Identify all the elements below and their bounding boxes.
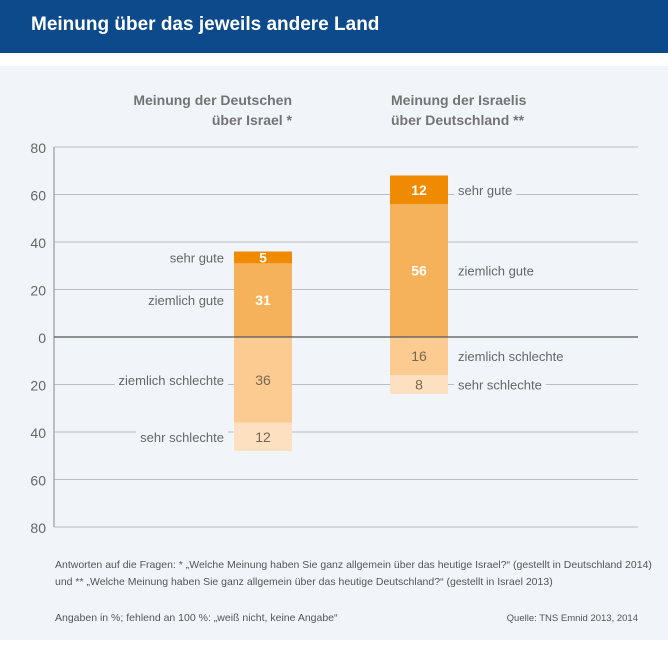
data-label: 16 — [411, 348, 427, 364]
segment-category-label: sehr schlechte — [458, 378, 542, 393]
data-label: 12 — [255, 429, 271, 445]
y-tick-label: 40 — [30, 425, 46, 441]
bar-segment-ziemlich-gute — [390, 204, 448, 337]
segment-category-label: sehr gute — [458, 183, 512, 198]
label-background — [136, 427, 228, 446]
label-background — [114, 370, 228, 389]
y-tick-label: 80 — [30, 520, 46, 536]
footnote-line-2: und ** „Welche Meinung haben Sie ganz al… — [55, 576, 553, 588]
label-background — [454, 347, 568, 365]
column-title-israelis: Meinung der Israelis über Deutschland ** — [391, 90, 526, 130]
bar-segment-ziemlich-schlechte — [234, 337, 292, 423]
label-background — [165, 248, 228, 267]
segment-category-label: sehr gute — [170, 250, 224, 265]
y-tick-label: 60 — [30, 188, 46, 204]
data-label: 5 — [259, 249, 267, 265]
data-label: 56 — [411, 263, 427, 279]
label-background — [454, 375, 546, 394]
bar-segment-ziemlich-schlechte — [390, 337, 448, 375]
header-bar: Meinung über das jeweils andere Land — [0, 0, 668, 53]
label-background — [454, 261, 538, 280]
column-title-line: Meinung der Deutschen — [133, 92, 292, 108]
column-title-line: über Israel * — [211, 112, 292, 128]
bar-segment-sehr-gute — [234, 251, 292, 264]
segment-category-label: ziemlich schlechte — [119, 373, 225, 388]
segment-category-label: ziemlich schlechte — [458, 349, 564, 364]
bar-segment-sehr-schlechte — [390, 375, 448, 394]
label-background — [144, 291, 228, 310]
label-background — [454, 180, 517, 199]
column-title-line: über Deutschland ** — [391, 112, 525, 128]
source-note: Quelle: TNS Emnid 2013, 2014 — [506, 613, 638, 624]
y-tick-label: 20 — [30, 283, 46, 299]
data-label: 36 — [255, 372, 271, 388]
bar-segment-ziemlich-gute — [234, 263, 292, 337]
y-tick-label: 60 — [30, 473, 46, 489]
footnote-units: Angaben in %; fehlend an 100 %: „weiß ni… — [55, 612, 338, 624]
y-tick-label: 0 — [38, 330, 46, 346]
bar-segment-sehr-gute — [390, 175, 448, 204]
y-tick-label: 20 — [30, 378, 46, 394]
segment-category-label: ziemlich gute — [148, 293, 224, 308]
data-label: 31 — [255, 292, 271, 308]
y-tick-label: 40 — [30, 235, 46, 251]
column-title-germans: Meinung der Deutschen über Israel * — [133, 90, 292, 130]
column-title-line: Meinung der Israelis — [391, 92, 527, 108]
segment-category-label: sehr schlechte — [140, 430, 224, 445]
bar-segment-sehr-schlechte — [234, 422, 292, 451]
data-label: 12 — [411, 182, 427, 198]
data-label: 8 — [415, 377, 423, 393]
footnote-line-1: Antworten auf die Fragen: * „Welche Mein… — [55, 559, 652, 571]
y-tick-label: 80 — [30, 140, 46, 156]
page-title: Meinung über das jeweils andere Land — [31, 14, 380, 35]
segment-category-label: ziemlich gute — [458, 264, 534, 279]
